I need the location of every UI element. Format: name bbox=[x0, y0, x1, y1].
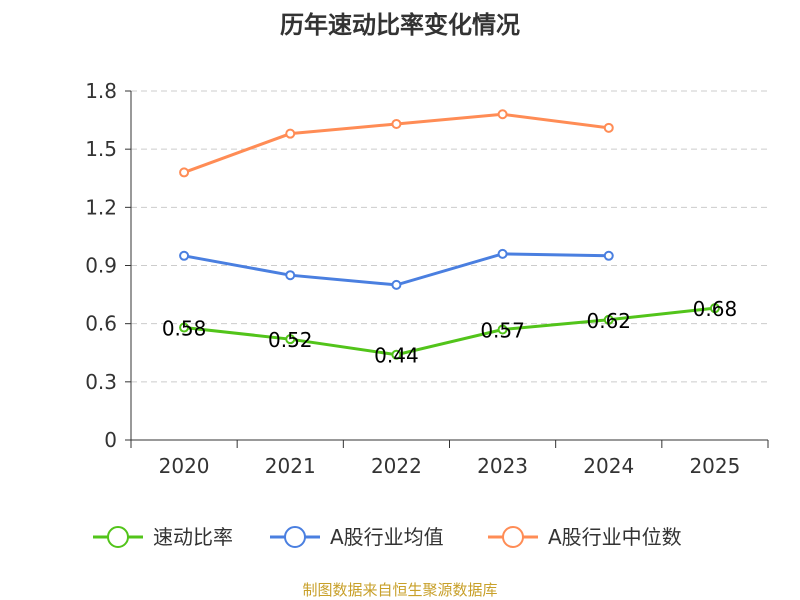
legend-item-1[interactable]: A股行业均值 bbox=[270, 525, 444, 549]
legend-circle-icon bbox=[502, 526, 524, 548]
legend-circle-icon bbox=[284, 526, 306, 548]
y-tick-label: 0.3 bbox=[85, 370, 117, 394]
data-point[interactable] bbox=[391, 279, 402, 290]
x-tick-label: 2024 bbox=[583, 454, 634, 478]
data-point[interactable] bbox=[285, 270, 296, 281]
data-point[interactable] bbox=[391, 349, 402, 360]
data-point[interactable] bbox=[497, 324, 508, 335]
x-tick-label: 2021 bbox=[265, 454, 316, 478]
source-note: 制图数据来自恒生聚源数据库 bbox=[302, 581, 497, 599]
y-tick-label: 0 bbox=[104, 428, 117, 452]
legend-label: 速动比率 bbox=[153, 525, 233, 549]
data-point[interactable] bbox=[603, 250, 614, 261]
x-tick-label: 2023 bbox=[477, 454, 528, 478]
data-point[interactable] bbox=[603, 122, 614, 133]
x-tick-label: 2025 bbox=[689, 454, 740, 478]
legend-item-0[interactable]: 速动比率 bbox=[93, 525, 233, 549]
y-tick-label: 1.5 bbox=[85, 137, 117, 161]
data-label: 0.58 bbox=[162, 317, 207, 341]
data-point[interactable] bbox=[285, 334, 296, 345]
legend-label: A股行业均值 bbox=[330, 525, 444, 549]
data-point[interactable] bbox=[391, 118, 402, 129]
chart-title: 历年速动比率变化情况 bbox=[280, 11, 520, 39]
data-point[interactable] bbox=[179, 322, 190, 333]
x-tick-label: 2022 bbox=[371, 454, 422, 478]
y-tick-label: 0.6 bbox=[85, 312, 117, 336]
data-label: 0.44 bbox=[374, 344, 419, 368]
y-tick-label: 1.2 bbox=[85, 195, 117, 219]
data-point[interactable] bbox=[497, 109, 508, 120]
series-line-0 bbox=[183, 306, 716, 357]
data-label: 0.68 bbox=[693, 297, 738, 321]
data-point[interactable] bbox=[179, 250, 190, 261]
legend-circle-icon bbox=[107, 526, 129, 548]
data-point[interactable] bbox=[709, 303, 720, 314]
legend-item-2[interactable]: A股行业中位数 bbox=[488, 525, 682, 549]
data-point[interactable] bbox=[285, 128, 296, 139]
legend-label: A股行业中位数 bbox=[548, 525, 682, 549]
data-label: 0.52 bbox=[268, 328, 313, 352]
x-tick-label: 2020 bbox=[159, 454, 210, 478]
data-label: 0.57 bbox=[480, 318, 525, 342]
data-point[interactable] bbox=[603, 314, 614, 325]
data-point[interactable] bbox=[497, 248, 508, 259]
data-label: 0.62 bbox=[586, 309, 631, 333]
y-tick-label: 0.9 bbox=[85, 254, 117, 278]
y-tick-label: 1.8 bbox=[85, 79, 117, 103]
data-point[interactable] bbox=[179, 167, 190, 178]
